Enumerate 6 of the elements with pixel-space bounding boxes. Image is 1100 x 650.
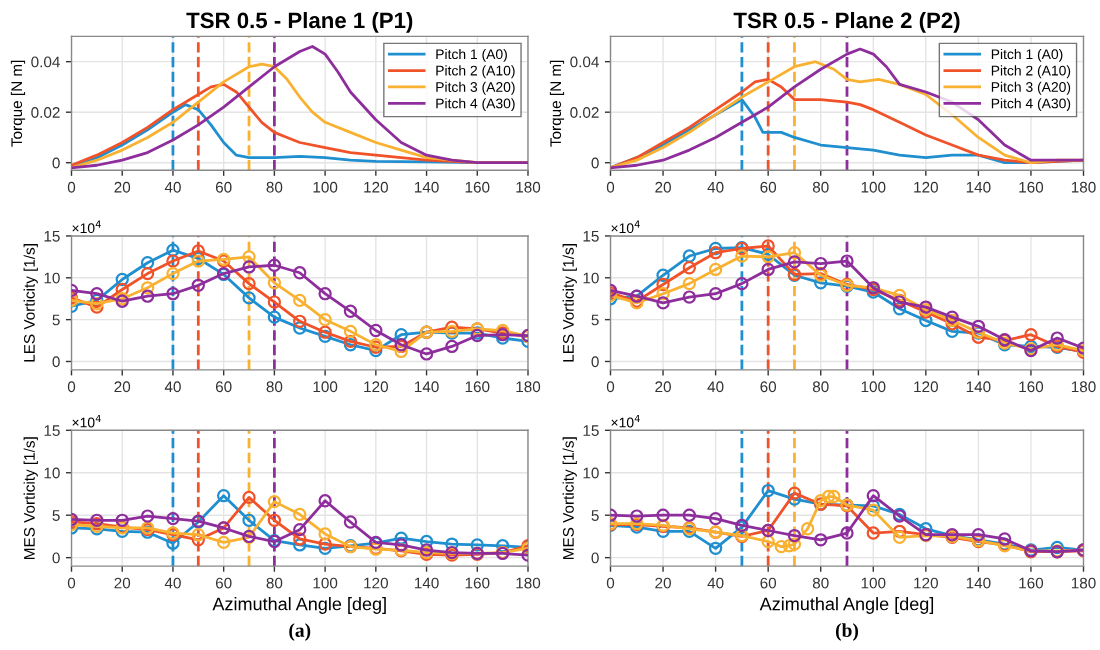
- chart-title: TSR 0.5 - Plane 2 (P2): [733, 11, 960, 33]
- chart-title: TSR 0.5 - Plane 1 (P1): [186, 11, 413, 33]
- x-axis-title: Azimuthal Angle [deg]: [759, 597, 934, 614]
- text: (a): [289, 623, 311, 641]
- text: (b): [835, 623, 859, 641]
- x-axis-title: Azimuthal Angle [deg]: [212, 597, 386, 614]
